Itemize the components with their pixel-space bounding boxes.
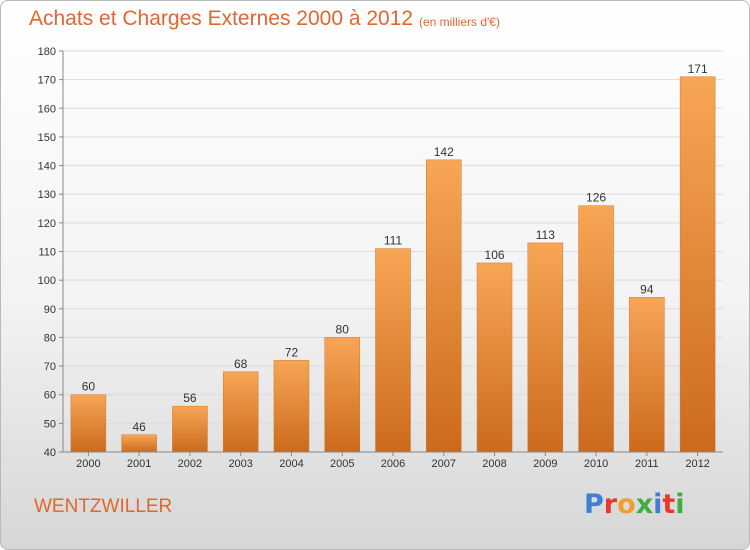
x-tick-label: 2010 bbox=[584, 458, 608, 470]
logo-letter: r bbox=[603, 489, 618, 520]
y-tick-label: 160 bbox=[38, 103, 56, 115]
y-tick-label: 90 bbox=[44, 304, 56, 316]
chart-title: Achats et Charges Externes 2000 à 2012 bbox=[29, 7, 414, 30]
x-tick-label: 2001 bbox=[127, 458, 151, 470]
x-tick-label: 2006 bbox=[381, 458, 405, 470]
bar bbox=[679, 76, 716, 453]
data-label: 68 bbox=[234, 357, 248, 371]
y-tick-label: 80 bbox=[44, 332, 56, 344]
data-label: 111 bbox=[384, 234, 403, 248]
x-tick-label: 2005 bbox=[330, 458, 354, 470]
y-tick-label: 170 bbox=[38, 75, 56, 87]
logo-letter: i bbox=[675, 489, 685, 520]
x-tick-label: 2003 bbox=[228, 458, 252, 470]
x-tick-label: 2007 bbox=[432, 458, 456, 470]
logo-letter: t bbox=[662, 489, 676, 520]
bar bbox=[121, 434, 157, 453]
chart-subtitle: (en milliers d'€) bbox=[419, 15, 500, 29]
data-label: 80 bbox=[336, 322, 350, 336]
data-label: 56 bbox=[183, 391, 197, 405]
proxiti-logo: Proxiti bbox=[584, 489, 685, 520]
bar bbox=[273, 360, 310, 453]
bar bbox=[172, 405, 208, 453]
y-tick-label: 100 bbox=[38, 275, 56, 287]
y-tick-label: 130 bbox=[38, 189, 56, 201]
logo-letter: x bbox=[635, 489, 654, 520]
bar bbox=[578, 205, 614, 453]
data-label: 126 bbox=[586, 191, 606, 205]
data-label: 142 bbox=[434, 145, 454, 159]
y-tick-label: 150 bbox=[38, 132, 56, 144]
data-label: 60 bbox=[82, 380, 96, 394]
bar bbox=[426, 159, 462, 453]
x-tick-label: 2012 bbox=[685, 458, 709, 470]
x-tick-label: 2000 bbox=[76, 458, 100, 470]
bar bbox=[375, 248, 411, 453]
data-label: 171 bbox=[688, 62, 708, 76]
y-tick-label: 50 bbox=[44, 418, 56, 430]
bar bbox=[324, 337, 360, 453]
y-tick-label: 140 bbox=[38, 161, 56, 173]
bar bbox=[222, 371, 259, 453]
logo-letter: i bbox=[653, 489, 663, 520]
y-tick-label: 180 bbox=[38, 46, 56, 58]
y-tick-label: 40 bbox=[44, 447, 56, 459]
x-tick-label: 2008 bbox=[482, 458, 506, 470]
data-label: 46 bbox=[132, 420, 146, 434]
location-name: WENTZWILLER bbox=[34, 496, 173, 517]
logo-letter: P bbox=[584, 489, 604, 520]
y-tick-label: 70 bbox=[44, 361, 56, 373]
x-tick-label: 2002 bbox=[178, 458, 202, 470]
bar bbox=[629, 297, 665, 453]
y-tick-label: 120 bbox=[38, 218, 56, 230]
bar bbox=[476, 262, 513, 453]
y-tick-label: 110 bbox=[38, 247, 56, 259]
data-label: 113 bbox=[536, 228, 555, 242]
data-label: 72 bbox=[285, 345, 299, 359]
x-tick-label: 2009 bbox=[533, 458, 557, 470]
x-tick-label: 2004 bbox=[279, 458, 303, 470]
data-label: 106 bbox=[485, 248, 505, 262]
bar bbox=[527, 242, 564, 453]
bar bbox=[70, 394, 107, 453]
x-tick-label: 2011 bbox=[635, 458, 659, 470]
logo-letter: o bbox=[617, 489, 636, 520]
y-tick-label: 60 bbox=[44, 390, 56, 402]
data-label: 94 bbox=[640, 282, 654, 296]
